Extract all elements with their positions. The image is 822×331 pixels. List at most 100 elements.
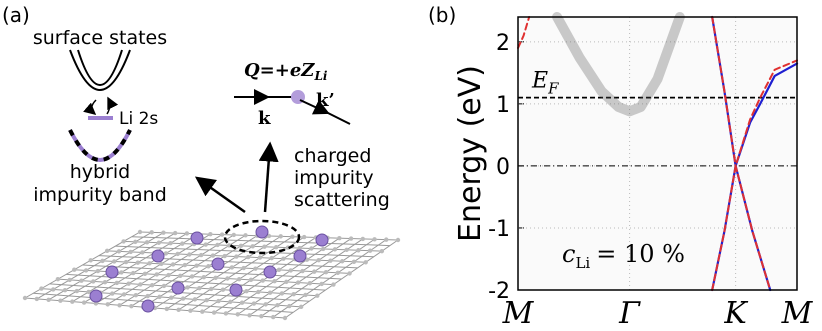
carbon-atom	[79, 278, 84, 283]
carbon-atom	[256, 289, 261, 295]
carbon-atom	[102, 279, 108, 285]
carbon-atom	[194, 263, 199, 268]
carbon-atom	[149, 230, 154, 235]
li-atom	[263, 265, 277, 279]
carbon-atom	[347, 271, 352, 276]
carbon-atom	[356, 248, 361, 253]
carbon-atom	[172, 230, 178, 236]
y-tick-label: -2	[488, 279, 510, 304]
charge-label: Q=+eZLi	[244, 60, 328, 83]
k-out-line	[325, 111, 351, 125]
carbon-atom	[164, 306, 170, 312]
scattering-label: scattering	[294, 189, 390, 211]
carbon-atom	[236, 276, 242, 282]
carbon-atom	[275, 302, 280, 308]
carbon-atom	[74, 288, 80, 294]
carbon-atom	[161, 283, 167, 289]
carbon-atom	[204, 298, 209, 303]
carbon-atom	[34, 296, 40, 302]
carbon-atom	[168, 240, 173, 246]
x-tick-label: K	[723, 296, 748, 331]
carbon-atom	[182, 262, 188, 268]
pointer-arrow	[194, 176, 246, 214]
lattice-bond	[60, 232, 176, 302]
k-prime-label: k’	[316, 90, 335, 111]
carbon-atom	[229, 265, 235, 270]
carbon-atom	[250, 244, 255, 249]
carbon-atom	[189, 274, 195, 279]
carbon-atom	[269, 255, 274, 261]
carbon-atom	[176, 307, 181, 313]
carbon-atom	[22, 295, 28, 301]
carbon-atom	[180, 241, 185, 246]
hybrid-label: impurity band	[33, 184, 167, 206]
carbon-atom	[244, 288, 249, 294]
carbon-atom	[86, 289, 91, 295]
carbon-atom	[251, 301, 257, 306]
carbon-atom	[129, 303, 134, 309]
li-atom	[171, 281, 185, 295]
carbon-atom	[260, 278, 265, 283]
lattice-bond	[272, 239, 387, 318]
carbon-atom	[51, 287, 56, 292]
carbon-atom	[159, 261, 164, 267]
lattice-bond	[225, 237, 340, 314]
fermi-label-text: E	[531, 69, 548, 94]
carbon-atom	[70, 299, 75, 304]
carbon-atom	[67, 277, 72, 283]
carbon-atom	[72, 267, 77, 272]
carbon-atom	[58, 298, 63, 303]
carbon-atom	[133, 293, 139, 298]
carbon-atom	[203, 242, 208, 247]
charge-subscript: Li	[313, 69, 327, 83]
surface-band	[77, 49, 123, 86]
li-atom	[229, 283, 243, 297]
lattice-bond	[142, 235, 258, 308]
carbon-atom	[157, 294, 162, 300]
lattice-bond	[107, 234, 223, 305]
carbon-atom	[284, 279, 289, 285]
carbon-atom	[337, 235, 342, 241]
carbon-atom	[315, 293, 320, 298]
carbon-atom	[222, 253, 227, 259]
carbon-atom	[295, 280, 301, 285]
x-tick-label: M	[502, 296, 535, 331]
carbon-atom	[243, 233, 248, 238]
k-out-arrow	[299, 99, 330, 115]
carbon-atom	[276, 267, 282, 273]
y-tick-label: 2	[496, 31, 510, 56]
carbon-atom	[228, 299, 233, 305]
y-tick-label: -1	[488, 217, 510, 242]
y-tick-label: 1	[496, 93, 510, 118]
carbon-atom	[192, 297, 198, 302]
carbon-atom	[135, 260, 140, 265]
charge-text: Q=+eZ	[244, 60, 315, 81]
carbon-atom	[121, 239, 126, 244]
carbon-atom	[300, 268, 305, 274]
y-tick-label: 0	[496, 155, 510, 180]
carbon-atom	[200, 309, 205, 314]
carbon-atom	[225, 276, 230, 281]
panel-a: (a) surface states Li 2s hybrid impurity…	[2, 3, 401, 321]
concentration-label: cLi = 10 %	[562, 240, 685, 272]
carbon-atom	[121, 292, 127, 297]
carbon-atom	[123, 259, 129, 265]
carbon-atom	[253, 266, 258, 271]
carbon-atom	[210, 253, 216, 258]
carbon-atom	[351, 259, 357, 264]
carbon-atom	[348, 236, 354, 241]
carbon-atom	[270, 314, 276, 320]
carbon-atom	[231, 232, 237, 238]
lattice-bond	[284, 239, 399, 319]
carbon-atom	[372, 237, 377, 242]
carbon-atom	[298, 304, 304, 310]
lattice-bond	[131, 234, 246, 307]
carbon-atom	[331, 282, 336, 287]
lattice-bond	[166, 235, 281, 310]
carbon-atom	[187, 252, 192, 257]
carbon-atom	[46, 297, 51, 303]
carbon-atom	[91, 279, 96, 284]
pointer-arrow	[258, 141, 279, 213]
carbon-atom	[235, 312, 240, 317]
carbon-atom	[307, 281, 313, 286]
